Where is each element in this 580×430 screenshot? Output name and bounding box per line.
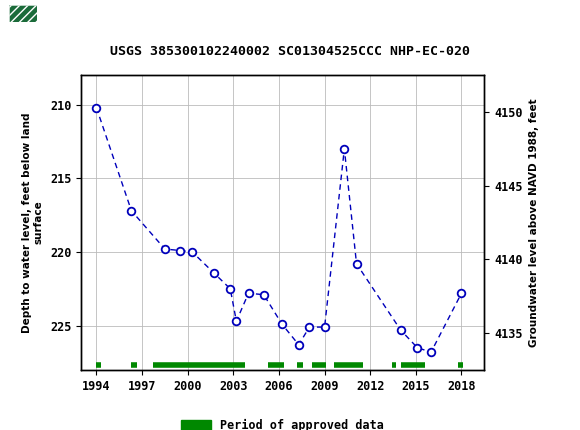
Legend: Period of approved data: Period of approved data xyxy=(177,414,389,430)
Bar xyxy=(9,6,67,40)
Bar xyxy=(9,6,37,22)
Text: USGS 385300102240002 SC01304525CCC NHP-EC-020: USGS 385300102240002 SC01304525CCC NHP-E… xyxy=(110,45,470,58)
Y-axis label: Depth to water level, feet below land
surface: Depth to water level, feet below land su… xyxy=(21,112,43,333)
Bar xyxy=(9,6,37,22)
Y-axis label: Groundwater level above NAVD 1988, feet: Groundwater level above NAVD 1988, feet xyxy=(530,98,539,347)
Text: USGS: USGS xyxy=(74,14,129,31)
